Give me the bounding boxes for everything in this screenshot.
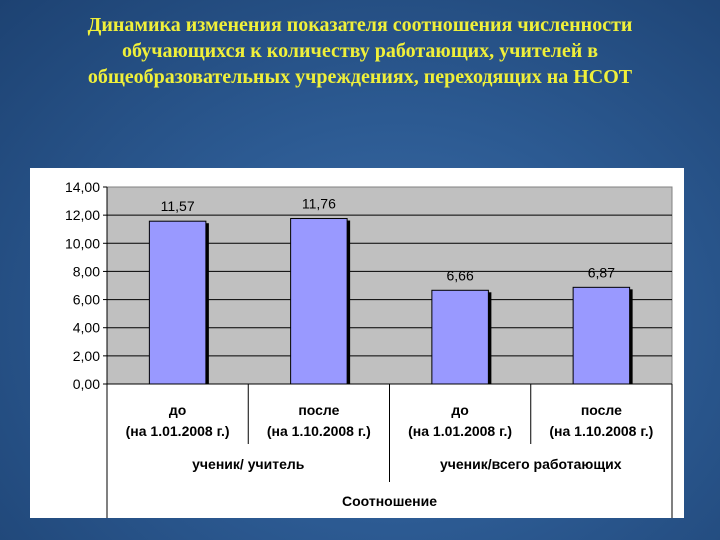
y-tick-label: 2,00 [73, 348, 100, 364]
data-label: 11,76 [302, 196, 336, 212]
category-label: до [169, 402, 186, 418]
y-tick-label: 10,00 [65, 235, 100, 251]
category-label: (на 1.10.2008 г.) [549, 423, 653, 439]
slide-title-line-3: общеобразовательных учреждениях, переход… [87, 66, 633, 88]
y-tick-label: 8,00 [73, 263, 100, 279]
data-label: 6,66 [447, 267, 474, 283]
data-label: 11,57 [161, 198, 195, 214]
bar [148, 220, 207, 385]
chart-panel: 0,00 2,00 4,00 6,00 8,00 10,00 12,00 14,00 11,57… [30, 168, 684, 518]
x-axis-title: Соотношение [342, 493, 437, 509]
slide-title: Динамика изменения показателя соотношени… [10, 12, 710, 90]
y-tick-label: 14,00 [65, 179, 100, 195]
y-tick-label: 4,00 [73, 320, 100, 336]
y-tick-label: 6,00 [73, 292, 100, 308]
category-label: до [451, 402, 468, 418]
data-label: 6,87 [588, 264, 615, 280]
slide-title-line-2: обучающихся к количеству работающих, учи… [121, 40, 599, 62]
category-label: (на 1.01.2008 г.) [126, 423, 230, 439]
category-label: (на 1.01.2008 г.) [408, 423, 512, 439]
bar [572, 286, 631, 385]
bar-chart: 0,00 2,00 4,00 6,00 8,00 10,00 12,00 14,00 11,57… [65, 179, 673, 518]
slide-title-line-1: Динамика изменения показателя соотношени… [87, 14, 633, 36]
category-label: после [581, 402, 622, 418]
group-label: ученик/ учитель [192, 456, 305, 472]
category-label: (на 1.10.2008 г.) [267, 423, 371, 439]
y-tick-label: 12,00 [65, 207, 100, 223]
y-tick-label: 0,00 [73, 376, 100, 392]
group-label: ученик/всего работающих [440, 456, 622, 472]
bar [431, 289, 489, 385]
category-label: после [298, 402, 339, 418]
bar [290, 218, 348, 385]
